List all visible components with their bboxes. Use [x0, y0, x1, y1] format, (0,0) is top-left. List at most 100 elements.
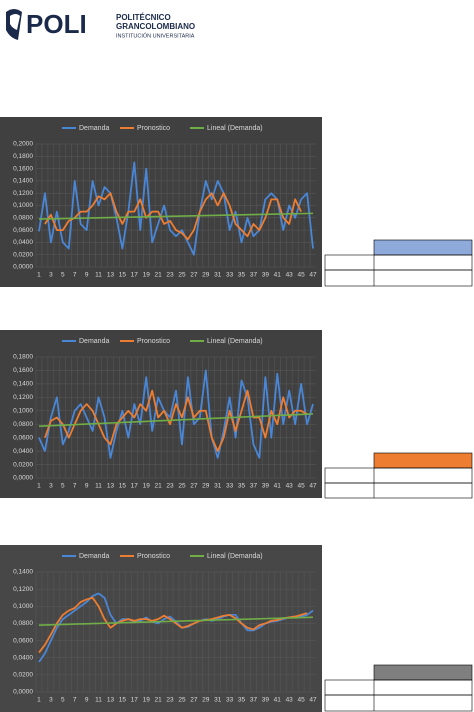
x-tick-label: 45 [297, 272, 305, 279]
series-line [44, 389, 308, 453]
x-tick-label: 25 [178, 697, 186, 704]
x-tick-label: 39 [262, 697, 270, 704]
x-tick-label: 17 [131, 272, 139, 279]
logo: POLI POLITÉCNICO GRANCOLOMBIANO INSTITUC… [6, 9, 195, 40]
y-tick-label: 0,1400 [13, 381, 33, 388]
x-tick-label: 13 [107, 697, 115, 704]
x-tick-label: 37 [250, 697, 258, 704]
legend-label: Lineal (Demanda) [207, 125, 263, 132]
y-tick-label: 0,1600 [13, 367, 33, 374]
x-tick-label: 43 [286, 483, 294, 490]
y-tick-label: 0,0000 [13, 689, 33, 696]
y-tick-label: 0,0000 [13, 264, 33, 271]
chart: 0,0000 0,0200 0,0400 0,0600 0,0800 0,1000 0,12… [0, 545, 322, 712]
x-tick-label: 37 [250, 483, 258, 490]
x-tick-label: 39 [262, 483, 270, 490]
x-tick-label: 1 [37, 272, 41, 279]
series-line [38, 161, 314, 256]
y-tick-label: 0,0600 [13, 637, 33, 644]
x-tick-label: 11 [95, 697, 102, 704]
x-tick-label: 9 [85, 697, 89, 704]
x-tick-label: 3 [49, 483, 53, 490]
chart: 0,0000 0,0200 0,0400 0,0600 0,0800 0,1000 0,12… [0, 117, 322, 287]
x-tick-label: 25 [178, 483, 186, 490]
y-tick-label: 0,1000 [13, 202, 33, 209]
x-tick-label: 33 [226, 697, 234, 704]
x-tick-label: 41 [274, 272, 282, 279]
x-tick-label: 41 [274, 483, 282, 490]
y-tick-label: 0,0200 [13, 251, 33, 258]
x-tick-label: 31 [214, 483, 222, 490]
y-tick-label: 0,1200 [13, 394, 33, 401]
x-tick-label: 3 [49, 272, 53, 279]
x-tick-label: 17 [131, 483, 139, 490]
x-tick-label: 31 [214, 272, 222, 279]
x-tick-label: 33 [226, 272, 234, 279]
x-tick-label: 37 [250, 272, 258, 279]
y-tick-label: 0,0800 [13, 215, 33, 222]
x-tick-label: 45 [297, 483, 305, 490]
x-tick-label: 35 [238, 697, 246, 704]
y-tick-label: 0,0800 [13, 421, 33, 428]
y-tick-label: 0,1200 [13, 190, 33, 197]
x-tick-label: 31 [214, 697, 222, 704]
series-line [38, 212, 314, 220]
x-tick-label: 5 [61, 272, 65, 279]
logo-name: GRANCOLOMBIANO [116, 22, 195, 31]
y-tick-label: 0,1200 [13, 586, 33, 593]
x-tick-label: 1 [37, 483, 41, 490]
x-tick-label: 29 [202, 483, 210, 490]
x-tick-label: 19 [143, 697, 151, 704]
x-tick-label: 33 [226, 483, 234, 490]
y-tick-label: 0,1800 [13, 153, 33, 160]
y-tick-label: 0,0800 [13, 620, 33, 627]
y-tick-label: 0,1600 [13, 165, 33, 172]
x-tick-label: 21 [155, 483, 163, 490]
x-tick-label: 5 [61, 483, 65, 490]
x-tick-label: 19 [143, 483, 151, 490]
legend-label: Lineal (Demanda) [207, 553, 263, 560]
y-tick-label: 0,1800 [13, 354, 33, 361]
x-tick-label: 7 [73, 483, 77, 490]
x-tick-label: 27 [190, 272, 198, 279]
x-tick-label: 13 [107, 483, 115, 490]
x-tick-label: 27 [190, 697, 198, 704]
y-tick-label: 0,0400 [13, 448, 33, 455]
x-tick-label: 15 [119, 272, 127, 279]
y-tick-label: 0,0600 [13, 227, 33, 234]
y-tick-label: 0,2000 [13, 141, 33, 148]
x-tick-label: 23 [166, 272, 174, 279]
x-tick-label: 35 [238, 272, 246, 279]
y-tick-label: 0,1400 [13, 178, 33, 185]
x-tick-label: 21 [155, 272, 163, 279]
table [324, 239, 473, 287]
x-tick-label: 39 [262, 272, 270, 279]
x-tick-label: 23 [166, 697, 174, 704]
y-tick-label: 0,0400 [13, 239, 33, 246]
x-tick-label: 47 [309, 483, 317, 490]
series-line [38, 616, 314, 626]
legend-label: Pronostico [137, 125, 170, 132]
x-tick-label: 29 [202, 272, 210, 279]
legend-label: Lineal (Demanda) [207, 338, 263, 345]
x-tick-label: 47 [309, 272, 317, 279]
x-tick-label: 13 [107, 272, 115, 279]
legend-label: Pronostico [137, 553, 170, 560]
x-tick-label: 47 [309, 697, 317, 704]
y-tick-label: 0,1000 [13, 407, 33, 414]
x-tick-label: 11 [95, 483, 102, 490]
x-tick-label: 21 [155, 697, 163, 704]
series-line [38, 413, 314, 428]
series-line [38, 369, 314, 459]
x-tick-label: 7 [73, 272, 77, 279]
x-tick-label: 11 [95, 272, 102, 279]
legend-label: Demanda [79, 553, 109, 560]
series-line [44, 192, 302, 241]
legend-label: Demanda [79, 338, 109, 345]
legend-label: Demanda [79, 125, 109, 132]
y-tick-label: 0,0000 [13, 475, 33, 482]
logo-shape-inner [10, 14, 20, 30]
x-tick-label: 3 [49, 697, 53, 704]
